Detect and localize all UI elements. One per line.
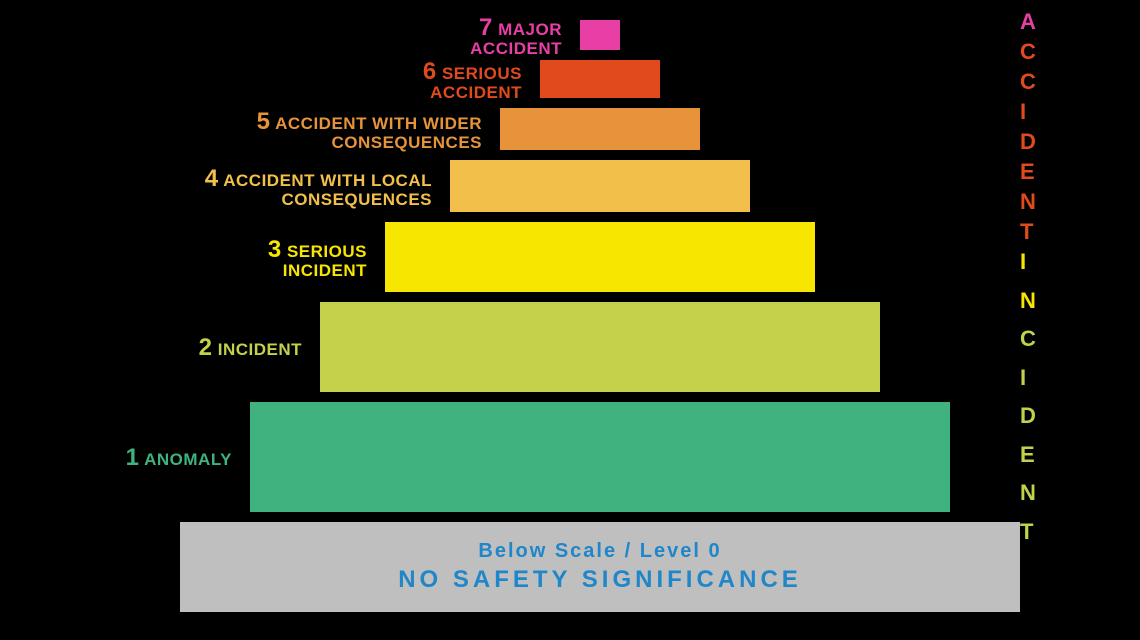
level-0-base: Below Scale / Level 0 NO SAFETY SIGNIFICA… <box>180 522 1020 612</box>
side-label-accident-char-3: I <box>1020 99 1026 125</box>
side-label-incident-char-6: N <box>1020 480 1036 506</box>
level-7-bar <box>580 20 620 50</box>
level-0-line2: NO SAFETY SIGNIFICANCE <box>180 566 1020 594</box>
side-label-incident-char-2: C <box>1020 326 1036 352</box>
level-2-name: INCIDENT <box>213 340 303 359</box>
side-label-incident-char-7: T <box>1020 519 1033 545</box>
level-2-label: 2 INCIDENT <box>102 335 302 360</box>
level-2-number: 2 <box>199 334 213 361</box>
level-4-label: 4 ACCIDENT WITH LOCAL CONSEQUENCES <box>202 166 432 210</box>
level-5-bar <box>500 108 700 150</box>
level-5-label: 5 ACCIDENT WITH WIDER CONSEQUENCES <box>252 109 482 153</box>
level-3-bar <box>385 222 815 292</box>
level-3-label: 3 SERIOUS INCIDENT <box>207 237 367 281</box>
level-0-line1: Below Scale / Level 0 <box>180 540 1020 563</box>
side-label-incident-char-1: N <box>1020 288 1036 314</box>
side-label-incident-char-3: I <box>1020 365 1026 391</box>
side-label-incident-char-5: E <box>1020 442 1035 468</box>
level-4-number: 4 <box>205 165 219 192</box>
level-4-name: ACCIDENT WITH LOCAL CONSEQUENCES <box>219 171 432 209</box>
level-2-bar <box>320 302 880 392</box>
side-label-accident-char-1: C <box>1020 39 1036 65</box>
level-7-number: 7 <box>479 14 493 41</box>
level-6-name: SERIOUS ACCIDENT <box>430 64 522 102</box>
level-4-bar <box>450 160 750 212</box>
level-1-bar <box>250 402 950 512</box>
level-6-bar <box>540 60 660 98</box>
level-6-number: 6 <box>423 58 437 85</box>
side-label-accident-char-2: C <box>1020 69 1036 95</box>
level-5-number: 5 <box>257 108 271 135</box>
side-label-accident-char-5: E <box>1020 159 1035 185</box>
side-label-accident-char-6: N <box>1020 189 1036 215</box>
level-1-number: 1 <box>126 444 140 471</box>
ines-scale-diagram: 7 MAJOR ACCIDENT6 SERIOUS ACCIDENT5 ACCI… <box>0 0 1140 640</box>
side-label-incident-char-0: I <box>1020 249 1026 275</box>
level-1-name: ANOMALY <box>140 450 232 469</box>
side-label-accident-char-0: A <box>1020 9 1036 35</box>
side-label-accident-char-7: T <box>1020 219 1033 245</box>
level-3-number: 3 <box>268 236 282 263</box>
level-1-label: 1 ANOMALY <box>32 445 232 470</box>
side-label-accident-char-4: D <box>1020 129 1036 155</box>
level-6-label: 6 SERIOUS ACCIDENT <box>362 59 522 103</box>
level-5-name: ACCIDENT WITH WIDER CONSEQUENCES <box>271 114 482 152</box>
level-7-label: 7 MAJOR ACCIDENT <box>422 15 562 59</box>
side-label-incident-char-4: D <box>1020 403 1036 429</box>
level-3-name: SERIOUS INCIDENT <box>282 242 367 280</box>
